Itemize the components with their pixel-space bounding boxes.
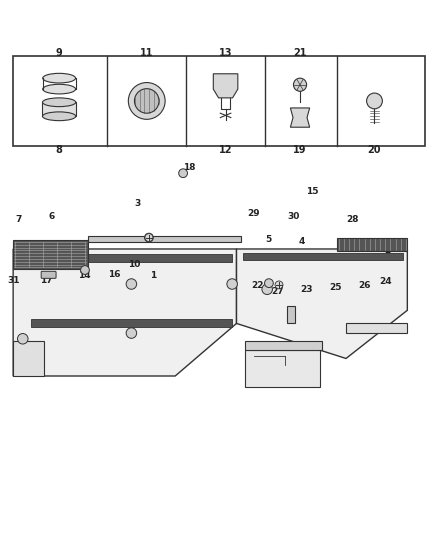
Text: 29: 29 (247, 209, 259, 219)
Polygon shape (13, 240, 88, 269)
Ellipse shape (42, 84, 76, 94)
Text: 20: 20 (368, 146, 381, 156)
Polygon shape (243, 253, 403, 260)
Ellipse shape (42, 98, 76, 107)
Text: 23: 23 (300, 285, 313, 294)
Text: 19: 19 (293, 146, 307, 156)
Polygon shape (31, 319, 232, 327)
Text: 14: 14 (78, 271, 90, 280)
Text: 16: 16 (109, 270, 121, 279)
Text: 9: 9 (56, 48, 63, 58)
Circle shape (275, 281, 283, 289)
Text: 15: 15 (307, 187, 319, 196)
Text: 4: 4 (299, 237, 305, 246)
Text: 30: 30 (287, 212, 300, 221)
Text: 11: 11 (140, 48, 153, 58)
Text: 27: 27 (272, 287, 284, 296)
Circle shape (134, 88, 159, 113)
Polygon shape (290, 108, 310, 127)
Polygon shape (213, 74, 238, 98)
Text: 31: 31 (7, 276, 20, 285)
Text: 8: 8 (56, 146, 63, 156)
Circle shape (293, 78, 307, 91)
Circle shape (81, 265, 89, 274)
Polygon shape (13, 249, 237, 376)
Circle shape (367, 93, 382, 109)
Text: 7: 7 (16, 215, 22, 224)
Polygon shape (88, 236, 241, 243)
Circle shape (227, 279, 237, 289)
Circle shape (179, 169, 187, 177)
Text: 2: 2 (385, 246, 391, 255)
Polygon shape (346, 324, 407, 333)
Text: 5: 5 (265, 235, 272, 244)
Circle shape (265, 279, 273, 287)
Text: 6: 6 (49, 212, 55, 221)
Circle shape (145, 233, 153, 241)
Bar (42, 102, 76, 116)
Bar (13, 56, 425, 146)
FancyBboxPatch shape (41, 271, 56, 278)
Circle shape (18, 334, 28, 344)
Bar (287, 306, 295, 324)
Text: 21: 21 (293, 48, 307, 58)
Polygon shape (337, 238, 407, 251)
Text: 18: 18 (183, 163, 195, 172)
Polygon shape (13, 341, 44, 376)
Text: 24: 24 (379, 277, 392, 286)
Text: 3: 3 (135, 199, 141, 208)
Text: 1: 1 (150, 271, 156, 280)
Ellipse shape (42, 112, 76, 120)
Polygon shape (245, 341, 322, 350)
Text: 10: 10 (128, 260, 140, 269)
Text: 26: 26 (358, 281, 371, 290)
Circle shape (262, 284, 272, 295)
Polygon shape (245, 350, 320, 387)
Polygon shape (237, 249, 407, 359)
Circle shape (145, 233, 153, 242)
Ellipse shape (42, 74, 76, 83)
Circle shape (126, 279, 137, 289)
Text: 12: 12 (219, 146, 232, 156)
Circle shape (126, 328, 137, 338)
Polygon shape (88, 254, 232, 262)
Text: 25: 25 (329, 282, 341, 292)
Text: 28: 28 (346, 215, 359, 224)
Text: 22: 22 (251, 281, 264, 290)
Text: 13: 13 (219, 48, 232, 58)
Text: 17: 17 (40, 276, 52, 285)
Circle shape (128, 83, 165, 119)
